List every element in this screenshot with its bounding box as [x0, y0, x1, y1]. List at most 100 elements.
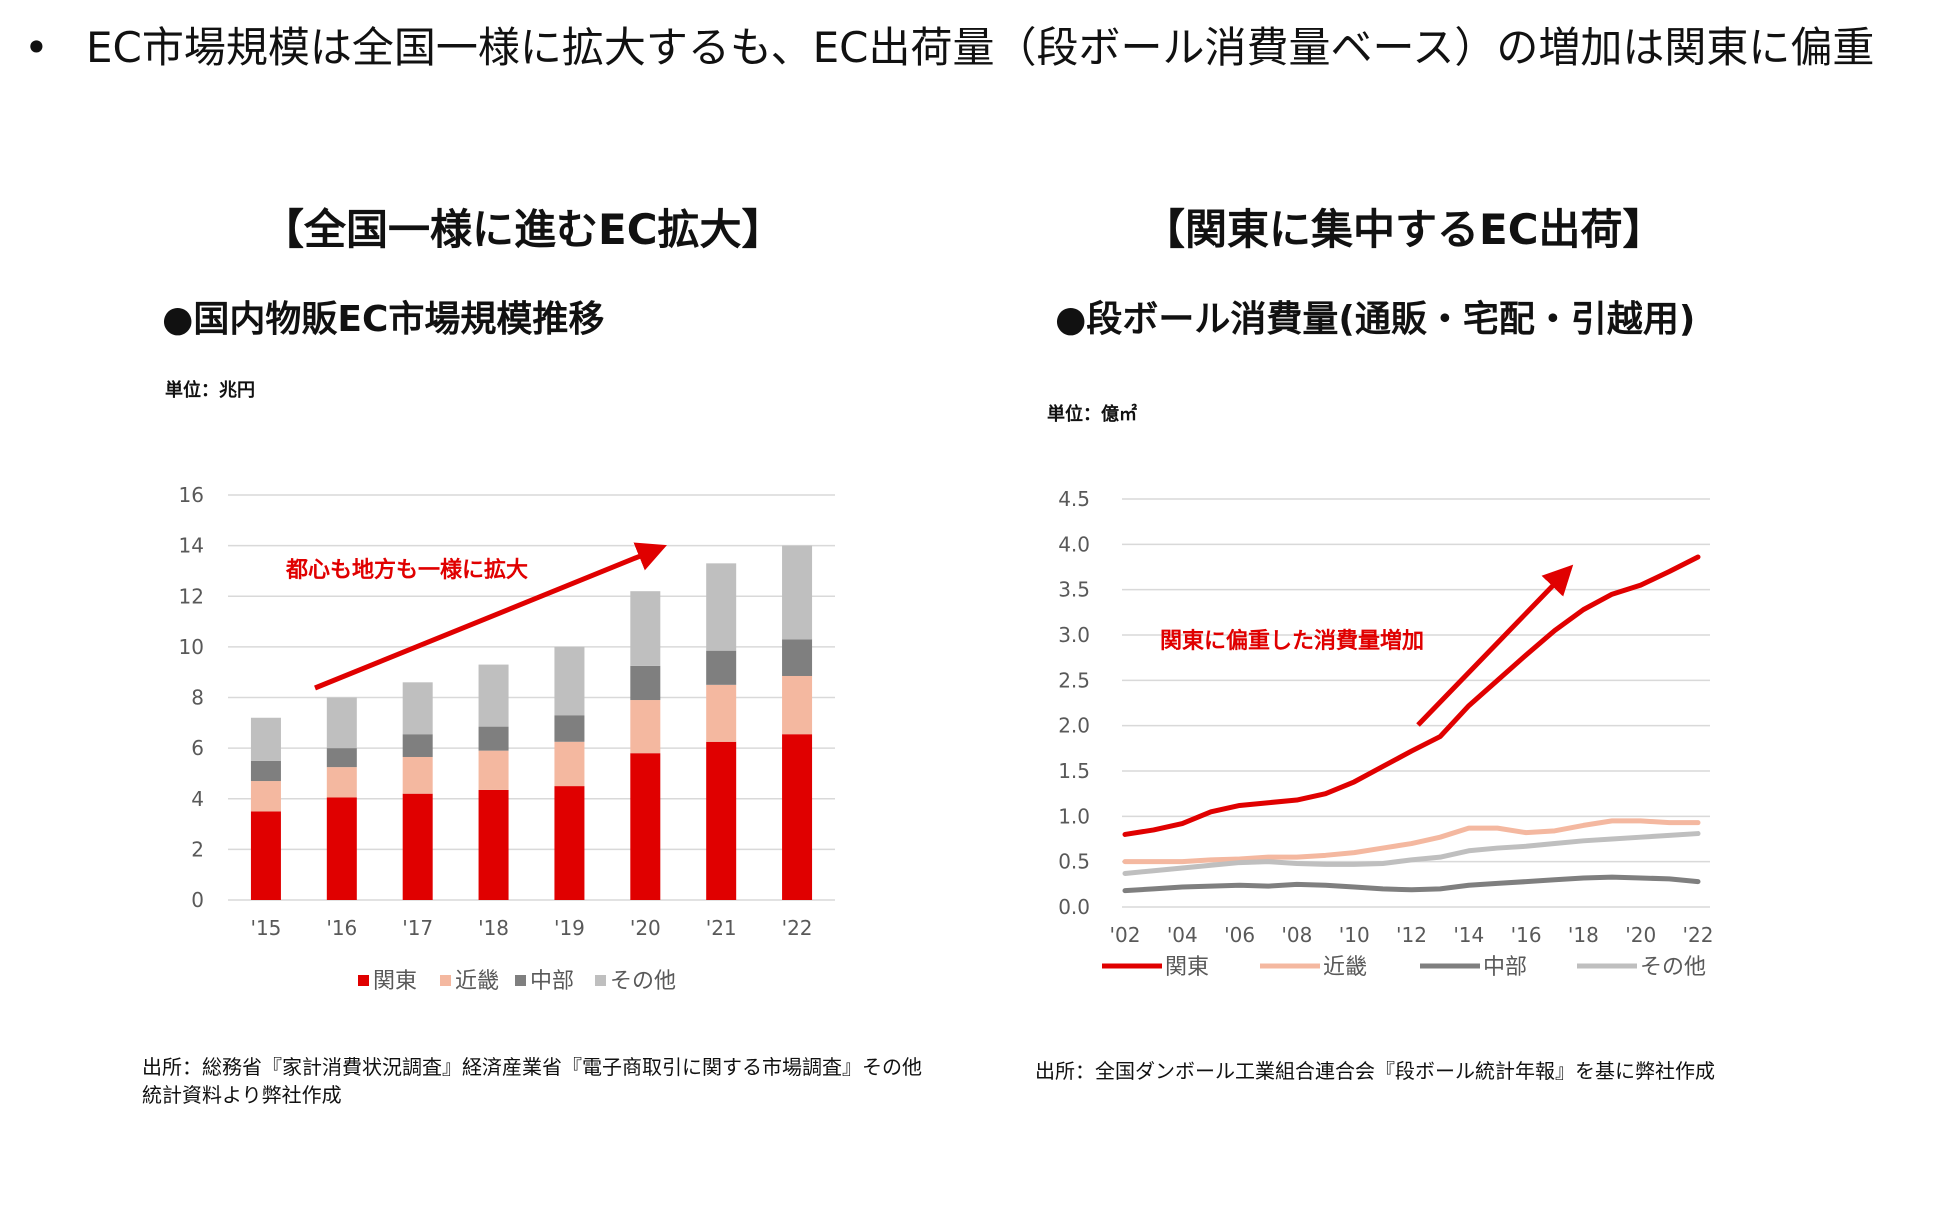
legend-label: 近畿 — [1323, 955, 1367, 980]
ec-annotation: 都心も地方も一様に拡大 — [285, 557, 528, 583]
y-tick-label: 0.0 — [1058, 895, 1090, 919]
ec-chart-title: ●国内物販EC市場規模推移 — [162, 299, 605, 340]
y-tick-label: 12 — [179, 584, 204, 608]
bar-segment-4 — [782, 545, 813, 640]
cb-trend-arrow — [1416, 564, 1574, 727]
bar-segment-2 — [630, 700, 661, 754]
legend-swatch — [595, 975, 606, 986]
bar-segment-2 — [554, 741, 585, 787]
cardboard-chart-unit: 単位：億㎡ — [1047, 404, 1137, 425]
y-tick-label: 4.5 — [1058, 487, 1090, 511]
bar-segment-2 — [478, 750, 509, 790]
x-tick-label: '16 — [1511, 923, 1542, 947]
x-tick-label: '17 — [402, 916, 433, 940]
bar-segment-2 — [782, 675, 813, 735]
y-tick-label: 1.5 — [1058, 759, 1090, 783]
y-tick-label: 0.5 — [1058, 850, 1090, 874]
legend-label: その他 — [1640, 955, 1706, 980]
headline: • EC市場規模は全国一様に拡大するも、EC出荷量（段ボール消費量ベース）の増加は… — [24, 18, 1874, 78]
x-tick-label: '18 — [1568, 923, 1599, 947]
bar-segment-3 — [326, 748, 357, 768]
ec-market-bar-chart: 0 2 4 6 8 10 12 14 16 '15 '16 '17 '18 '19 '20 '21 '22 関東 近… — [179, 483, 835, 994]
bar-segment-1 — [782, 734, 813, 900]
legend-label: その他 — [610, 969, 676, 994]
x-tick-label: '04 — [1167, 923, 1198, 947]
bar-segment-4 — [402, 682, 433, 735]
headline-text: EC市場規模は全国一様に拡大するも、EC出荷量（段ボール消費量ベース）の増加は関… — [86, 23, 1875, 72]
x-tick-label: '08 — [1281, 923, 1312, 947]
series-line-2 — [1122, 818, 1701, 865]
cardboard-chart-title: ●段ボール消費量(通販・宅配・引越用) — [1055, 299, 1696, 340]
legend-label: 中部 — [1483, 955, 1527, 980]
y-tick-label: 2.5 — [1058, 668, 1090, 692]
x-tick-label: '14 — [1453, 923, 1484, 947]
y-tick-label: 14 — [179, 534, 204, 558]
x-tick-label: '20 — [1625, 923, 1656, 947]
headline-bullet: • — [24, 23, 49, 72]
bar-segment-2 — [326, 767, 357, 798]
bar-segment-2 — [250, 781, 281, 812]
bar-segment-1 — [478, 789, 509, 900]
series-line-1 — [1122, 554, 1701, 837]
ec-chart-source: 出所：総務省『家計消費状況調査』経済産業省『電子商取引に関する市場調査』その他統… — [142, 1055, 922, 1107]
ec-trend-arrow — [314, 542, 667, 691]
ec-chart-unit: 単位：兆円 — [165, 380, 255, 401]
bar-segment-3 — [782, 639, 813, 676]
bar-segment-1 — [706, 741, 737, 900]
x-tick-label: '22 — [1683, 923, 1714, 947]
y-tick-label: 4 — [191, 787, 204, 811]
bar-segment-3 — [250, 760, 281, 782]
legend-swatch — [515, 975, 526, 986]
cardboard-line-chart: 0.0 0.5 1.0 1.5 2.0 2.5 3.0 3.5 4.0 4.5 '02 '04 '06 '… — [1058, 487, 1714, 980]
legend-label: 中部 — [530, 969, 574, 994]
bar-segment-3 — [554, 715, 585, 742]
bar-segment-4 — [478, 664, 509, 727]
bar-segment-1 — [326, 797, 357, 900]
y-tick-label: 8 — [191, 686, 204, 710]
series-line-4 — [1122, 831, 1701, 876]
legend-label: 関東 — [1165, 955, 1209, 980]
y-tick-label: 4.0 — [1058, 532, 1090, 556]
bar-segment-3 — [630, 665, 661, 701]
y-tick-label: 10 — [179, 635, 204, 659]
bar-segment-4 — [250, 717, 281, 761]
x-tick-label: '22 — [782, 916, 813, 940]
bar-segment-1 — [402, 793, 433, 900]
bar-segment-3 — [706, 650, 737, 685]
bar-segment-4 — [554, 646, 585, 716]
y-tick-label: 6 — [191, 736, 204, 760]
bar-segment-3 — [478, 726, 509, 751]
bar-segment-1 — [630, 753, 661, 900]
x-tick-label: '12 — [1396, 923, 1427, 947]
cb-annotation: 関東に偏重した消費量増加 — [1160, 628, 1424, 654]
bar-segment-4 — [630, 591, 661, 666]
bar-segment-2 — [706, 684, 737, 742]
legend-label: 近畿 — [455, 969, 499, 994]
y-tick-label: 2.0 — [1058, 714, 1090, 738]
x-tick-label: '20 — [630, 916, 661, 940]
bar-segment-1 — [250, 811, 281, 900]
x-tick-label: '16 — [326, 916, 357, 940]
x-tick-label: '02 — [1110, 923, 1141, 947]
legend-label: 関東 — [373, 969, 417, 994]
y-tick-label: 1.0 — [1058, 804, 1090, 828]
legend-swatch — [440, 975, 451, 986]
left-panel-title: 【全国一様に進むEC拡大】 — [262, 205, 784, 254]
bar-segment-1 — [554, 786, 585, 900]
y-tick-label: 3.5 — [1058, 578, 1090, 602]
x-tick-label: '18 — [478, 916, 509, 940]
x-tick-label: '15 — [250, 916, 281, 940]
y-tick-label: 3.0 — [1058, 623, 1090, 647]
bar-segment-3 — [402, 734, 433, 757]
x-tick-label: '21 — [706, 916, 737, 940]
right-panel-title: 【関東に集中するEC出荷】 — [1143, 205, 1665, 254]
cardboard-chart-source: 出所：全国ダンボール工業組合連合会『段ボール統計年報』を基に弊社作成 — [1035, 1059, 1715, 1083]
bar-segment-2 — [402, 756, 433, 794]
bar-segment-4 — [326, 697, 357, 749]
bar-segment-4 — [706, 563, 737, 651]
x-tick-label: '19 — [554, 916, 585, 940]
x-tick-label: '06 — [1224, 923, 1255, 947]
y-tick-label: 2 — [191, 837, 204, 861]
y-tick-label: 0 — [191, 888, 204, 912]
series-line-3 — [1122, 874, 1701, 894]
